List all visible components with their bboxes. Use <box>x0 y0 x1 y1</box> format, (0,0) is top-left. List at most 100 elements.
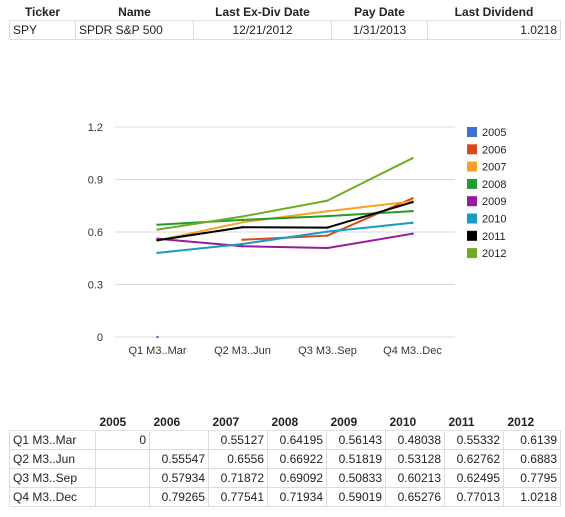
table-cell <box>149 430 209 450</box>
data-point <box>411 209 414 213</box>
table-cell: 0.7795 <box>503 468 561 488</box>
data-point <box>326 214 329 218</box>
data-point <box>411 232 414 235</box>
series-2005 <box>156 335 159 339</box>
data-point <box>411 197 414 200</box>
table-cell: 0.77541 <box>208 487 268 507</box>
data-table-header-2008: 2008 <box>267 413 327 431</box>
ex-div-date-value: 12/21/2012 <box>193 20 332 40</box>
table-cell: 0.69092 <box>267 468 327 488</box>
table-cell: 0.6883 <box>503 449 561 469</box>
data-table-corner <box>9 413 96 431</box>
legend-label-2011: 2011 <box>482 231 506 243</box>
chart-series <box>156 156 414 339</box>
data-table-body: Q1 M3..Mar 0 0.55127 0.64195 0.56143 0.48038 0… <box>9 430 561 507</box>
legend-label-2010: 2010 <box>482 214 506 226</box>
data-point <box>326 199 329 202</box>
data-point <box>411 221 414 224</box>
header-pay-date: Pay Date <box>331 3 428 21</box>
table-cell: 0.62495 <box>444 468 504 488</box>
x-tick-label: Q2 M3..Jun <box>214 345 271 357</box>
table-cell: 0.6556 <box>208 449 268 469</box>
header-last-dividend: Last Dividend <box>427 3 561 21</box>
series-2011 <box>156 201 414 242</box>
y-tick-label: 0.3 <box>88 280 103 292</box>
summary-header-row: Ticker Name Last Ex-Div Date Pay Date La… <box>9 3 561 21</box>
table-cell: 1.0218 <box>503 487 561 507</box>
chart-gridlines <box>115 126 455 338</box>
legend-label-2006: 2006 <box>482 144 506 156</box>
table-cell: 0.65276 <box>385 487 445 507</box>
data-point <box>241 238 244 241</box>
table-cell: 0.51819 <box>326 449 386 469</box>
table-cell: 0.59019 <box>326 487 386 507</box>
series-line-2010 <box>157 221 413 254</box>
pay-date-value: 1/31/2013 <box>331 20 428 40</box>
dividend-line-chart: 0 0.3 0.6 0.9 1.2 Q1 M3..Mar Q2 M3..Jun Q3 M3.… <box>88 122 507 357</box>
data-table-header-2009: 2009 <box>326 413 386 431</box>
table-cell: 0.56143 <box>326 430 386 450</box>
table-cell: 0.71934 <box>267 487 327 507</box>
table-cell: 0.60213 <box>385 468 445 488</box>
series-line-2009 <box>157 232 413 249</box>
data-point <box>156 228 159 231</box>
y-tick-label: 0 <box>97 332 103 344</box>
table-cell: 0.55127 <box>208 430 268 450</box>
data-point <box>326 234 329 237</box>
legend-label-2012: 2012 <box>482 248 506 260</box>
legend-swatch-2007 <box>467 161 477 172</box>
row-label: Q4 M3..Dec <box>9 487 96 507</box>
table-cell: 0.50833 <box>326 468 386 488</box>
table-cell: 0.57934 <box>149 468 209 488</box>
data-table-header-2005: 2005 <box>95 413 150 431</box>
data-point <box>156 251 159 255</box>
ticker-value: SPY <box>9 20 76 40</box>
header-ticker: Ticker <box>9 3 76 21</box>
table-row: Q4 M3..Dec 0.79265 0.77541 0.71934 0.59019 0.… <box>9 487 561 507</box>
table-cell: 0.62762 <box>444 449 504 469</box>
table-cell: 0.71872 <box>208 468 268 488</box>
data-point <box>411 156 414 160</box>
table-cell: 0.64195 <box>267 430 327 450</box>
table-cell: 0.6139 <box>503 430 561 450</box>
table-cell: 0 <box>95 430 150 450</box>
series-line-2012 <box>157 157 413 231</box>
data-point <box>326 246 329 250</box>
table-cell: 0.66922 <box>267 449 327 469</box>
dividend-data-table: 2005 2006 2007 2008 2009 2010 2011 2012 Q1 M3..… <box>9 413 561 507</box>
data-point <box>156 223 159 226</box>
table-cell: 0.55332 <box>444 430 504 450</box>
series-2012 <box>156 156 414 231</box>
row-label: Q3 M3..Sep <box>9 468 96 488</box>
data-point <box>241 218 244 222</box>
x-tick-label: Q4 M3..Dec <box>383 345 442 357</box>
data-table-header-2007: 2007 <box>208 413 268 431</box>
table-row: Q3 M3..Sep 0.57934 0.71872 0.69092 0.50833 0.… <box>9 468 561 488</box>
summary-data-row: SPY SPDR S&P 500 12/21/2012 1/31/2013 1.… <box>9 20 561 40</box>
row-label: Q2 M3..Jun <box>9 449 96 469</box>
header-name: Name <box>75 3 194 21</box>
data-point <box>326 230 329 233</box>
series-line-2007 <box>157 200 413 242</box>
y-tick-label: 0.6 <box>88 227 103 239</box>
legend-label-2009: 2009 <box>482 196 506 208</box>
name-value: SPDR S&P 500 <box>75 20 194 40</box>
legend-label-2005: 2005 <box>482 127 506 139</box>
table-cell <box>95 468 150 488</box>
last-dividend-value: 1.0218 <box>427 20 561 40</box>
legend-swatch-2010 <box>467 213 477 224</box>
y-tick-label: 0.9 <box>88 175 103 187</box>
table-cell: 0.55547 <box>149 449 209 469</box>
x-tick-label: Q3 M3..Sep <box>298 345 357 357</box>
row-label: Q1 M3..Mar <box>9 430 96 450</box>
chart-legend: 2005 2006 2007 2008 2009 2010 2011 2012 <box>467 127 506 260</box>
data-point <box>156 335 159 339</box>
x-axis-tick-labels: Q1 M3..Mar Q2 M3..Jun Q3 M3..Sep Q4 M3..Dec <box>128 345 442 357</box>
y-axis-tick-labels: 0 0.3 0.6 0.9 1.2 <box>88 122 103 344</box>
legend-swatch-2009 <box>467 196 477 207</box>
legend-label-2008: 2008 <box>482 179 506 191</box>
data-point <box>241 242 244 246</box>
legend-swatch-2005 <box>467 127 477 137</box>
legend-swatch-2011 <box>467 230 477 241</box>
legend-swatch-2008 <box>467 178 477 189</box>
